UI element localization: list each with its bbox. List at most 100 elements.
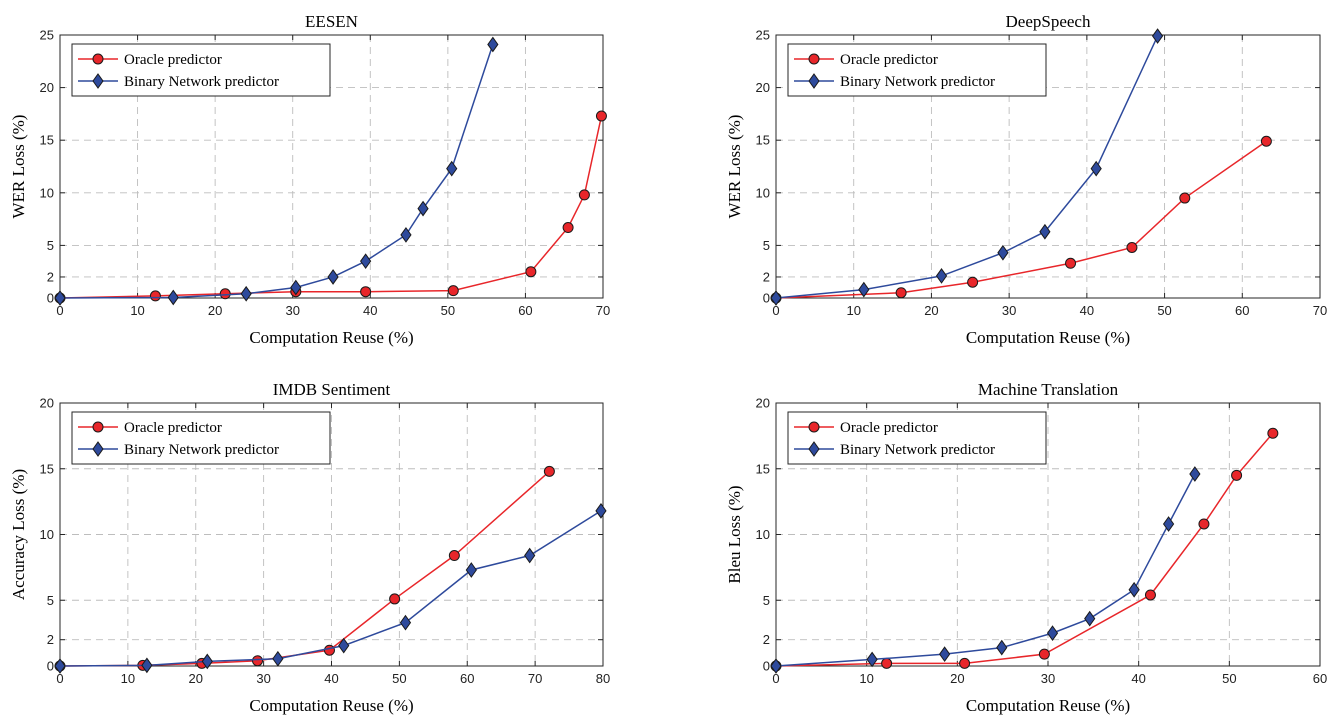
legend-label-0: Oracle predictor [840,52,938,68]
data-point [400,227,412,243]
data-point [338,637,350,654]
y-tick-label: 15 [40,461,54,476]
y-tick-label: 5 [47,238,54,253]
data-point [141,657,153,674]
data-point [54,290,66,306]
data-point [1151,28,1164,44]
axes-frame [775,34,1321,299]
data-point [939,646,951,663]
data-point [1162,516,1175,532]
legend-box [787,411,1047,465]
x-tick-label: 20 [208,303,222,318]
y-tick-label: 5 [47,593,54,608]
legend-marker-0 [808,53,820,65]
y-tick-label: 20 [40,396,54,411]
y-tick-label: 0 [763,659,770,674]
x-tick-label: 0 [56,671,63,686]
x-tick-label: 10 [121,671,135,686]
data-point [578,189,590,201]
data-point [399,614,412,631]
data-point [219,288,231,300]
y-tick-label: 15 [756,133,770,148]
chart-title: Machine Translation [978,380,1119,399]
data-point [997,244,1009,261]
legend-label-0: Oracle predictor [124,52,222,68]
data-point [524,547,536,564]
data-point [1065,257,1077,269]
series-line-1 [59,44,494,299]
data-point [996,639,1008,656]
data-point [167,289,179,306]
y-tick-label: 15 [756,461,770,476]
chart-panel-2: 0 10 20 30 40 50 60 70 80 0 2 5 10 15 20 IMDB Sentiment… [9,380,610,715]
legend-marker-0 [92,421,104,433]
y-tick-label: 10 [756,185,770,200]
x-tick-label: 60 [1235,303,1249,318]
data-point [1128,581,1140,598]
legend-label-1: Binary Network predictor [124,442,279,458]
legend-box [787,43,1047,97]
x-tick-label: 10 [859,671,873,686]
data-point [1039,223,1051,240]
data-point [1260,135,1272,147]
y-tick-label: 2 [763,269,770,284]
x-tick-label: 40 [324,671,338,686]
y-tick-label: 25 [40,28,54,43]
data-point [1038,648,1050,660]
x-axis-label: Computation Reuse (%) [966,328,1130,347]
series-line-0 [59,115,603,299]
data-point [323,644,335,656]
legend-box [71,43,331,97]
y-tick-label: 10 [40,527,54,542]
y-tick-label: 20 [40,80,54,95]
data-point [1231,469,1243,481]
legend-marker-0 [92,53,104,65]
chart-title: DeepSpeech [1006,12,1091,31]
x-tick-label: 20 [950,671,964,686]
legend-box [71,411,331,465]
x-tick-label: 60 [1313,671,1327,686]
x-tick-label: 0 [56,303,63,318]
legend-marker-1 [808,441,820,457]
x-tick-label: 60 [518,303,532,318]
data-point [595,110,607,122]
y-axis-label: WER Loss (%) [9,115,28,219]
data-point [360,286,372,298]
data-point [240,285,252,302]
x-tick-label: 60 [460,671,474,686]
data-point [959,657,971,669]
x-tick-label: 70 [596,303,610,318]
data-point [1198,518,1210,530]
data-point [770,290,782,306]
legend: Oracle predictor Binary Network predictor [787,43,1047,97]
legend-marker-1 [92,73,104,89]
data-point [446,160,458,177]
data-point [487,36,499,53]
x-tick-label: 40 [1080,303,1094,318]
chart-panel-0: 0 10 20 30 40 50 60 7002510152025EESENComputati… [9,12,610,347]
x-tick-label: 20 [189,671,203,686]
y-tick-label: 15 [40,133,54,148]
legend-marker-0 [808,421,820,433]
x-tick-label: 20 [924,303,938,318]
legend: Oracle predictor Binary Network predictor [71,43,331,97]
y-tick-label: 10 [40,185,54,200]
x-tick-label: 30 [1002,303,1016,318]
data-point [881,657,893,669]
data-point [1126,242,1138,254]
y-tick-label: 0 [47,291,54,306]
x-axis-label: Computation Reuse (%) [249,328,413,347]
legend-label-1: Binary Network predictor [840,74,995,90]
data-point [1144,589,1156,601]
data-point [1189,466,1201,482]
x-tick-label: 10 [130,303,144,318]
axes-frame [59,34,604,299]
x-tick-label: 70 [1313,303,1327,318]
data-point [895,287,907,299]
legend-label-1: Binary Network predictor [124,74,279,90]
data-point [201,653,213,670]
x-tick-label: 80 [596,671,610,686]
y-tick-label: 25 [756,28,770,43]
x-tick-label: 50 [441,303,455,318]
